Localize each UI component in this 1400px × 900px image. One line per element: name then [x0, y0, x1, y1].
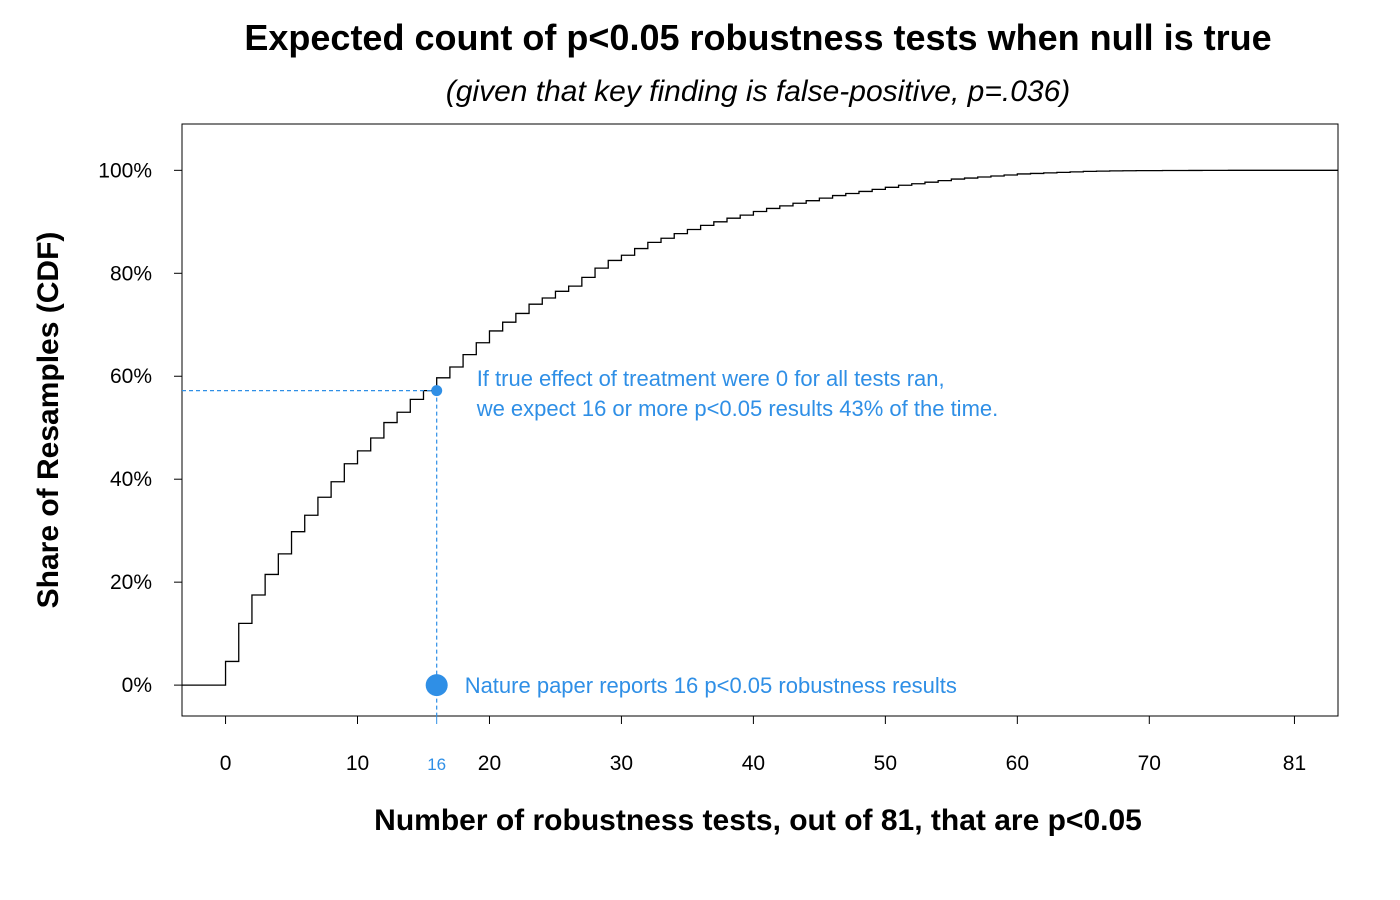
y-axis-title: Share of Resamples (CDF) — [32, 232, 65, 609]
y-axis: 0% 20% 40% 60% 80% 100% — [98, 159, 182, 697]
plot-frame — [181, 123, 1339, 717]
x-tick-label: 81 — [1283, 752, 1306, 775]
x-tick-label: 70 — [1138, 752, 1161, 775]
chart-subtitle: (given that key finding is false-positiv… — [446, 75, 1071, 108]
y-tick-label: 0% — [122, 674, 152, 697]
annotation-line-1: If true effect of treatment were 0 for a… — [477, 366, 945, 391]
x-tick-label: 60 — [1006, 752, 1029, 775]
cdf-series-line — [182, 169, 1338, 686]
annotation-line-2: we expect 16 or more p<0.05 results 43% … — [476, 396, 999, 421]
x-tick-label: 30 — [610, 752, 633, 775]
x-tick-label: 0 — [220, 752, 232, 775]
x-axis-title: Number of robustness tests, out of 81, t… — [374, 804, 1142, 837]
x-tick-label: 50 — [874, 752, 897, 775]
x-highlight-tick-label: 16 — [427, 755, 446, 774]
chart-title: Expected count of p<0.05 robustness test… — [244, 17, 1271, 58]
x-tick-label: 20 — [478, 752, 501, 775]
observed-result-marker — [425, 674, 448, 697]
y-tick-label: 100% — [98, 159, 152, 182]
x-axis: 0 10 20 30 40 50 60 70 81 16 — [220, 716, 1306, 775]
x-tick-label: 10 — [346, 752, 369, 775]
y-tick-label: 40% — [110, 468, 152, 491]
cdf-point-at-16 — [431, 385, 443, 397]
x-tick-label: 40 — [742, 752, 765, 775]
y-tick-label: 80% — [110, 262, 152, 285]
y-tick-label: 60% — [110, 365, 152, 388]
annotations: If true effect of treatment were 0 for a… — [182, 366, 998, 716]
y-tick-label: 20% — [110, 571, 152, 594]
marker-annotation: Nature paper reports 16 p<0.05 robustnes… — [465, 673, 957, 698]
